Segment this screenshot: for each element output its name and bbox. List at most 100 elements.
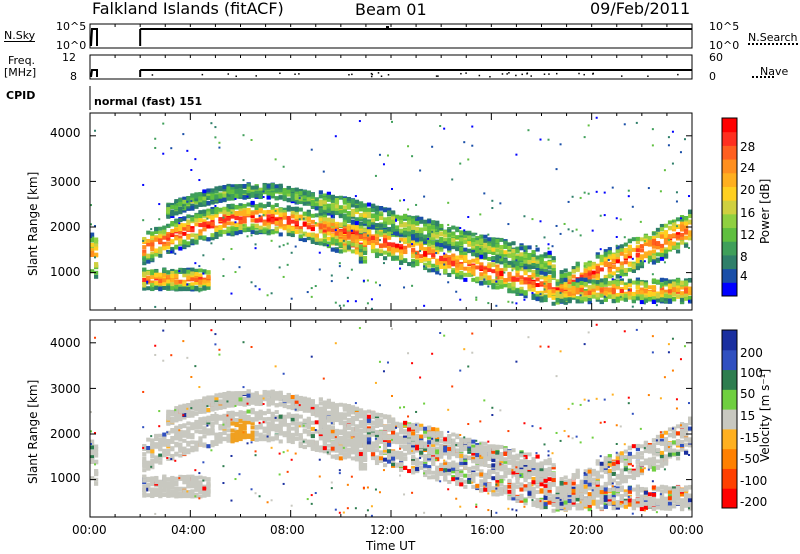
velocity-cell xyxy=(455,442,460,447)
power-noise xyxy=(242,134,245,137)
velocity-noise xyxy=(354,402,357,405)
velocity-cell xyxy=(294,427,299,432)
power-cell xyxy=(455,259,460,264)
power-cell xyxy=(186,283,191,288)
power-noise xyxy=(318,268,321,271)
power-cell xyxy=(459,244,464,249)
power-noise xyxy=(194,288,197,291)
velocity-cell xyxy=(419,443,424,448)
power-cell xyxy=(391,219,396,224)
power-noise xyxy=(338,304,341,307)
velocity-cell xyxy=(358,424,364,429)
velocity-cell xyxy=(346,439,352,444)
velocity-cell xyxy=(354,415,360,420)
velocity-cell xyxy=(294,400,299,405)
power-cell xyxy=(330,218,335,223)
velocity-cell xyxy=(242,434,247,439)
power-noise xyxy=(463,141,466,144)
velocity-cell xyxy=(202,409,207,414)
power-cell xyxy=(198,210,203,215)
nave-point xyxy=(521,73,523,76)
velocity-cell xyxy=(342,433,348,438)
velocity-cell xyxy=(162,451,167,456)
power-cell xyxy=(234,231,239,236)
nave-point xyxy=(489,75,491,78)
velocity-cell xyxy=(158,453,163,458)
power-noise xyxy=(94,256,97,259)
velocity-cell xyxy=(274,434,279,439)
power-noise xyxy=(419,249,422,252)
power-cell xyxy=(198,235,203,240)
velocity-cell xyxy=(254,437,259,442)
velocity-cell xyxy=(278,422,283,427)
nave-point xyxy=(370,72,373,75)
power-cell xyxy=(382,241,388,246)
velocity-cell xyxy=(226,438,231,443)
velocity-cell xyxy=(411,441,416,446)
nave-point xyxy=(548,73,550,75)
velocity-cell xyxy=(174,443,179,448)
velocity-cell xyxy=(278,439,283,444)
velocity-cell xyxy=(154,436,159,441)
power-cell xyxy=(94,240,99,245)
power-cell xyxy=(278,222,283,227)
velocity-cell xyxy=(250,407,255,412)
velocity-cell xyxy=(182,480,187,485)
power-cell xyxy=(250,185,255,190)
velocity-cell xyxy=(435,449,440,454)
power-cell xyxy=(370,249,376,254)
power-cell xyxy=(194,285,199,290)
velocity-cell xyxy=(258,415,263,420)
velocity-noise xyxy=(234,478,237,481)
power-cell xyxy=(451,245,456,250)
velocity-cell xyxy=(290,436,295,441)
velocity-cell xyxy=(443,475,448,480)
power-cell xyxy=(154,269,159,274)
power-cell xyxy=(218,193,223,198)
power-cell xyxy=(306,209,311,214)
velocity-cell xyxy=(342,415,348,420)
power-cell xyxy=(202,193,207,198)
velocity-noise xyxy=(435,458,438,461)
power-cell xyxy=(358,248,364,253)
velocity-cell xyxy=(166,477,171,482)
velocity-cell xyxy=(463,442,468,447)
velocity-cell xyxy=(278,420,283,425)
velocity-cell xyxy=(174,435,179,440)
velocity-cell xyxy=(266,391,271,396)
velocity-cell xyxy=(362,426,368,431)
velocity-cell xyxy=(350,419,356,424)
velocity-cell xyxy=(314,413,319,418)
velocity-noise xyxy=(270,446,273,449)
velocity-cell xyxy=(154,459,159,464)
power-cell xyxy=(310,204,315,209)
velocity-cell xyxy=(431,427,436,432)
velocity-noise xyxy=(262,403,265,406)
velocity-cell xyxy=(427,436,432,441)
velocity-noise xyxy=(399,474,402,477)
velocity-cell xyxy=(234,422,239,427)
power-cell xyxy=(467,270,472,275)
velocity-cell xyxy=(222,430,227,435)
power-cell xyxy=(238,190,243,195)
power-cell xyxy=(206,188,211,193)
power-noise xyxy=(447,201,450,204)
power-cell xyxy=(214,186,219,191)
nave-point xyxy=(227,73,230,75)
power-cell xyxy=(395,243,400,248)
velocity-cell xyxy=(194,407,199,412)
power-cell xyxy=(234,190,239,195)
power-cell xyxy=(322,217,327,222)
velocity-cell xyxy=(206,477,211,482)
velocity-cell xyxy=(238,437,243,442)
velocity-cell xyxy=(419,440,424,445)
power-cell xyxy=(431,224,436,229)
power-cell xyxy=(226,186,231,191)
power-cell xyxy=(258,225,263,230)
power-cell xyxy=(362,207,368,212)
power-cell xyxy=(170,205,175,210)
velocity-cell xyxy=(358,420,364,425)
power-cell xyxy=(182,225,187,230)
power-cell xyxy=(415,241,420,246)
power-cell xyxy=(399,246,404,251)
